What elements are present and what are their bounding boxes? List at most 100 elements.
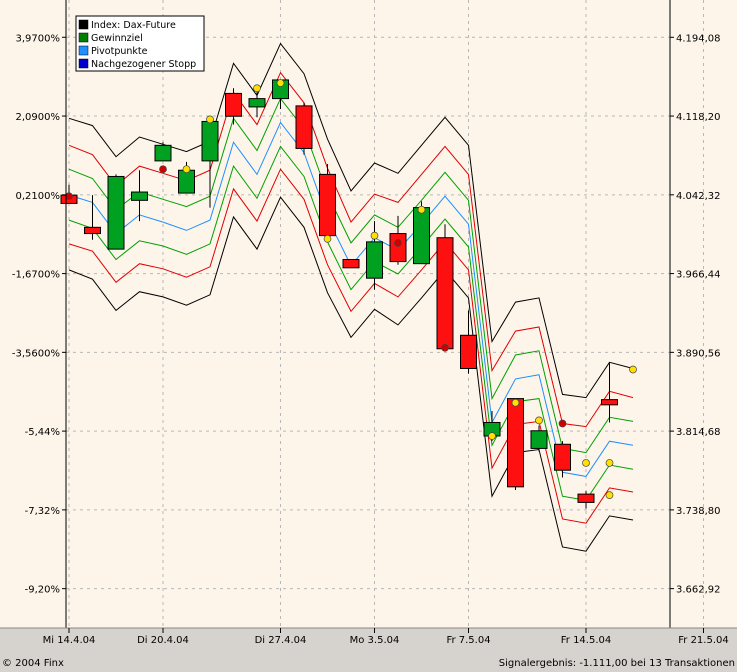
signal-dots [65, 79, 637, 499]
signal-dot [159, 165, 167, 174]
candle-body-up [131, 191, 148, 201]
legend-item[interactable]: Gewinnziel [78, 32, 143, 44]
candle [295, 102, 313, 155]
candle-body-down [577, 493, 595, 503]
y-right-tick-label: 3.966,44 [676, 270, 721, 281]
candle [154, 142, 172, 162]
x-axis-labels: Mi 14.4.04 Di 20.4.04 Di 27.4.04 Mo 3.5.04 F… [43, 628, 729, 646]
candle [577, 490, 595, 509]
candle-body-down [319, 173, 336, 237]
candle-body-up [413, 207, 430, 265]
legend-item[interactable]: Index: Dax-Future [78, 19, 176, 31]
candle [107, 174, 125, 250]
candle [389, 215, 407, 265]
signal-dot [511, 398, 520, 407]
y-left-tick-label: -7,32% [25, 506, 60, 517]
y-left-tick-label: -1,6700% [12, 270, 60, 281]
candle [530, 425, 548, 452]
band-green-upper [68, 97, 634, 454]
y-right-tick-label: 4.194,08 [676, 33, 721, 44]
x-axis-panel [0, 628, 737, 656]
x-tick-label: Di 20.4.04 [137, 635, 189, 646]
candle [201, 119, 219, 208]
signal-dot [535, 416, 543, 425]
candle-body-down [295, 105, 313, 149]
candle-body-down [342, 259, 360, 269]
x-tick-label: Di 27.4.04 [255, 635, 307, 646]
x-tick-label: Mo 3.5.04 [350, 635, 400, 646]
legend-swatch [78, 32, 89, 43]
candle-body-down [601, 399, 618, 406]
signal-dot [394, 239, 402, 247]
legend-label: Pivotpunkte [91, 46, 148, 57]
signal-dot [629, 365, 637, 374]
y-left-tick-label: -9,20% [25, 585, 60, 596]
y-left-tick-label: -5,44% [25, 427, 60, 438]
candle-body-up [201, 120, 219, 162]
signal-dot [582, 459, 590, 467]
candle-body-down [554, 443, 571, 471]
y-left-tick-label: 2,0900% [16, 112, 61, 123]
x-tick-label: Fr 7.5.04 [446, 635, 490, 646]
candle-body-up [248, 98, 266, 108]
candle-body-down [460, 334, 477, 369]
signal-dot [605, 459, 614, 467]
signal-dot [182, 165, 191, 174]
signal-dot [323, 234, 332, 243]
y-left-tick-label: 0,2100% [16, 191, 61, 202]
candle-body-down [225, 92, 242, 117]
candlestick-chart: 3,9700% 2,0900% 0,2100% -1,6700% -3,5600% -5,… [0, 0, 737, 656]
candle-body-up [154, 144, 172, 162]
signal-dot [605, 491, 614, 499]
candle [342, 259, 360, 269]
candle-body-up [366, 241, 383, 279]
status-bar: © 2004 Finx Signalergebnis: -1.111,00 be… [0, 656, 737, 672]
candle-body-down [436, 237, 454, 350]
candle [248, 88, 266, 118]
candle [460, 310, 477, 374]
legend-swatch [78, 58, 89, 69]
candle-body-up [530, 430, 548, 449]
candle [225, 88, 242, 125]
candle [554, 441, 571, 478]
legend-item[interactable]: Nachgezogener Stopp [78, 58, 196, 70]
candle [507, 398, 524, 490]
candle-body-down [84, 226, 101, 235]
y-axis-left-labels: 3,9700% 2,0900% 0,2100% -1,6700% -3,5600% -5,… [12, 33, 66, 596]
y-right-tick-label: 3.738,80 [676, 506, 721, 517]
legend-label: Index: Dax-Future [91, 20, 176, 31]
signal-dot [370, 231, 379, 240]
y-right-tick-label: 4.042,32 [676, 191, 721, 202]
y-right-tick-label: 3.814,68 [676, 427, 721, 438]
legend-swatch [78, 19, 89, 30]
candle [84, 195, 101, 240]
legend-swatch [78, 45, 89, 56]
candle [601, 363, 618, 423]
signal-dot [417, 205, 426, 214]
legend-box [75, 15, 205, 72]
signal-dot [253, 84, 261, 93]
band-green-lower [68, 145, 634, 501]
signal-dot [558, 419, 567, 428]
y-left-tick-label: -3,5600% [12, 348, 60, 359]
legend-label: Nachgezogener Stopp [91, 59, 196, 70]
y-right-tick-label: 3.662,92 [676, 585, 721, 596]
candle [319, 164, 336, 241]
x-tick-label: Fr 14.5.04 [561, 635, 611, 646]
candle-body-up [107, 175, 125, 250]
signal-dot [206, 115, 214, 124]
chart-background [0, 0, 737, 656]
y-left-tick-label: 3,9700% [16, 33, 61, 44]
legend-item[interactable]: Pivotpunkte [78, 45, 148, 57]
x-tick-label: Fr 21.5.04 [678, 635, 728, 646]
signal-dot [276, 79, 285, 87]
candle [366, 221, 383, 290]
candle [436, 224, 454, 350]
y-right-tick-label: 3.890,56 [676, 348, 721, 359]
candle-body-down [389, 233, 407, 263]
copyright-text: © 2004 Finx [2, 658, 64, 669]
signal-result-text: Signalergebnis: -1.111,00 bei 13 Transak… [498, 658, 735, 669]
legend[interactable]: Index: Dax-Future Gewinnziel Pivotpunkte Na… [75, 15, 205, 72]
candle [131, 170, 148, 222]
